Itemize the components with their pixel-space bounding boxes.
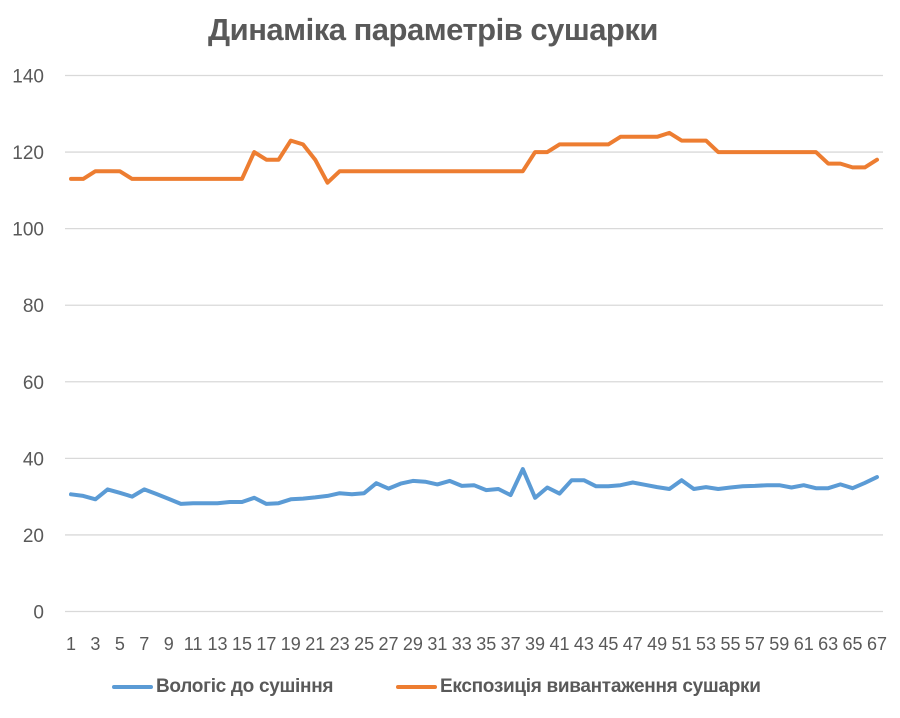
x-tick-label: 43 <box>574 634 594 654</box>
x-tick-label: 35 <box>476 634 496 654</box>
x-tick-label: 27 <box>378 634 398 654</box>
y-tick-label: 140 <box>12 67 44 88</box>
x-tick-label: 29 <box>403 634 423 654</box>
x-tick-label: 33 <box>452 634 472 654</box>
x-tick-label: 7 <box>139 634 149 654</box>
legend: Вологіс до сушіння Експозиція вивантажен… <box>0 674 900 704</box>
y-tick-label: 60 <box>23 373 44 394</box>
legend-item-moisture[interactable]: Вологіс до сушіння <box>112 676 333 698</box>
y-tick-label: 80 <box>23 296 44 317</box>
gridlines <box>65 74 883 613</box>
chart-title: Динаміка параметрів сушарки <box>208 12 658 47</box>
x-tick-label: 17 <box>256 634 276 654</box>
x-tick-label: 11 <box>184 634 203 654</box>
x-tick-label: 67 <box>867 634 887 654</box>
x-tick-label: 49 <box>647 634 667 654</box>
x-tick-label: 23 <box>330 634 350 654</box>
y-tick-label: 20 <box>23 526 44 547</box>
x-tick-label: 37 <box>501 634 521 654</box>
y-tick-label: 0 <box>33 603 44 624</box>
x-tick-label: 39 <box>525 634 545 654</box>
x-tick-label: 9 <box>164 634 174 654</box>
x-tick-label: 47 <box>623 634 643 654</box>
y-tick-label: 40 <box>23 449 44 470</box>
x-tick-label: 57 <box>745 634 765 654</box>
x-tick-label: 19 <box>281 634 301 654</box>
x-tick-label: 65 <box>843 634 863 654</box>
y-axis-ticks: 0 20 40 60 80 100 120 140 <box>12 67 44 624</box>
legend-label: Вологіс до сушіння <box>156 676 334 697</box>
x-tick-label: 5 <box>115 634 125 654</box>
legend-item-exposure[interactable]: Експозиція вивантаження сушарки <box>396 676 761 698</box>
legend-swatch-orange-icon <box>396 685 437 689</box>
series-line-moisture[interactable] <box>69 467 879 506</box>
x-tick-label: 15 <box>232 634 252 654</box>
x-tick-label: 41 <box>549 634 569 654</box>
x-tick-label: 51 <box>672 634 692 654</box>
x-tick-label: 13 <box>208 634 228 654</box>
x-tick-label: 63 <box>818 634 838 654</box>
series-line-exposure[interactable] <box>69 130 879 185</box>
x-tick-label: 3 <box>90 634 100 654</box>
x-tick-label: 25 <box>354 634 374 654</box>
x-tick-label: 61 <box>794 634 814 654</box>
x-tick-label: 53 <box>696 634 716 654</box>
y-tick-label: 120 <box>12 143 44 164</box>
x-tick-label: 45 <box>598 634 618 654</box>
series-lines <box>69 130 879 506</box>
y-tick-label: 100 <box>12 220 44 241</box>
x-axis-ticks: 1 3 5 7 9 11 13 15 17 19 21 23 25 27 29 31 33 35 37 39 41 43 4… <box>66 634 887 654</box>
legend-label: Експозиція вивантаження сушарки <box>440 676 761 697</box>
legend-swatch-blue-icon <box>112 685 153 689</box>
x-tick-label: 59 <box>769 634 789 654</box>
x-tick-label: 1 <box>66 634 76 654</box>
x-tick-label: 21 <box>305 634 325 654</box>
x-tick-label: 55 <box>720 634 740 654</box>
x-tick-label: 31 <box>427 634 447 654</box>
